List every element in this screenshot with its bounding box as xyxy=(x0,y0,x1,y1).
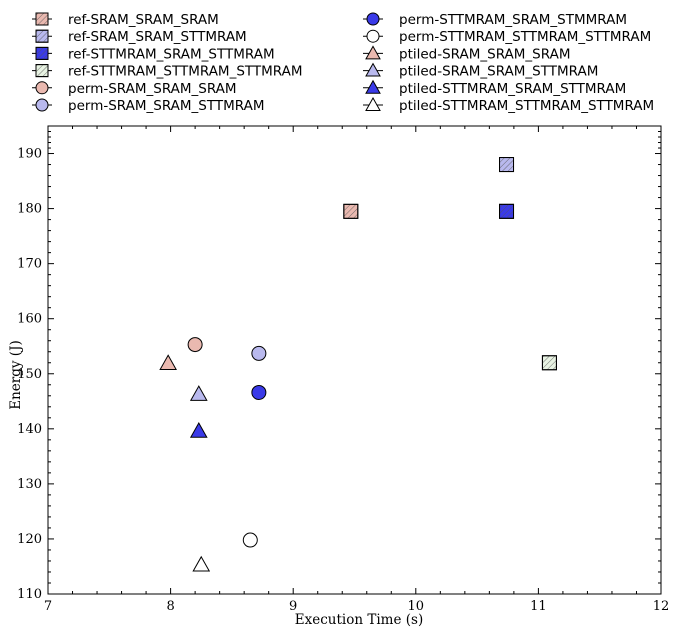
legend-entry: ptiled-STTMRAM_SRAM_STTMRAM xyxy=(363,79,626,97)
x-tick-label: 8 xyxy=(166,599,174,614)
legend-label: ref-STTMRAM_STTMRAM_STTMRAM xyxy=(68,64,303,80)
y-tick-label: 110 xyxy=(17,587,42,602)
legend-label: ptiled-STTMRAM_STTMRAM_STTMRAM xyxy=(399,98,654,114)
legend-marker-hatch xyxy=(35,64,49,78)
data-point xyxy=(541,355,557,371)
legend-entry: perm-STTMRAM_STTMRAM_STTMRAM xyxy=(363,29,651,45)
y-axis-label: Energy (J) xyxy=(8,340,24,410)
x-axis-label: Execution Time (s) xyxy=(295,612,423,628)
legend-entry: ref-STTMRAM_SRAM_STTMRAM xyxy=(32,46,275,62)
y-tick-label: 160 xyxy=(17,312,42,327)
legend-label: perm-STTMRAM_STTMRAM_STTMRAM xyxy=(399,29,651,45)
data-point xyxy=(499,203,515,219)
legend-entry: perm-STTMRAM_SRAM_STMMRAM xyxy=(363,12,627,28)
y-tick-label: 180 xyxy=(17,202,42,217)
legend-label: perm-STTMRAM_SRAM_STMMRAM xyxy=(399,12,627,28)
legend-label: perm-SRAM_SRAM_SRAM xyxy=(68,81,237,97)
data-point-hatch xyxy=(541,355,557,371)
y-tick-label: 170 xyxy=(17,257,42,272)
legend-marker xyxy=(35,46,49,60)
legend-marker-hatch xyxy=(35,46,49,60)
legend-marker xyxy=(365,96,381,111)
legend-entry: ref-SRAM_SRAM_SRAM xyxy=(32,12,219,28)
legend-entry: ptiled-SRAM_SRAM_STTMRAM xyxy=(363,62,598,80)
data-point xyxy=(187,337,203,353)
x-tick-label: 7 xyxy=(44,599,52,614)
plot-frame xyxy=(47,125,662,595)
legend-marker xyxy=(35,12,49,26)
legend-label: ref-SRAM_SRAM_STTMRAM xyxy=(68,29,247,45)
legend-marker-fill xyxy=(35,81,49,95)
data-point xyxy=(343,203,359,219)
legend-marker-fill xyxy=(366,12,380,26)
data-point xyxy=(499,157,515,173)
data-point-fill xyxy=(251,384,267,400)
legend-label: ref-SRAM_SRAM_SRAM xyxy=(68,12,219,28)
data-point xyxy=(242,532,258,548)
data-point-fill xyxy=(242,532,258,548)
data-point xyxy=(251,345,267,361)
legend-marker xyxy=(366,29,380,43)
legend-marker xyxy=(365,79,381,94)
legend-entry: perm-SRAM_SRAM_STTMRAM xyxy=(32,98,264,114)
data-point xyxy=(189,385,208,401)
y-tick-label: 190 xyxy=(17,147,42,162)
plot-area: 7 8 9 10 11 12 110 120 130 140 150 160 170 180 190 xyxy=(17,125,670,614)
y-tick-label: 130 xyxy=(17,477,42,492)
y-tick-label: 150 xyxy=(17,367,42,382)
data-point-fill xyxy=(192,555,211,572)
legend-marker xyxy=(35,81,49,95)
legend-entry: ref-STTMRAM_STTMRAM_STTMRAM xyxy=(32,64,303,80)
data-point-fill xyxy=(189,422,208,438)
x-tick-label: 12 xyxy=(653,599,670,614)
legend-marker xyxy=(366,12,380,26)
data-point-fill xyxy=(251,345,267,361)
legend-label: ptiled-SRAM_SRAM_SRAM xyxy=(399,46,570,62)
legend-marker-fill xyxy=(35,98,49,112)
legend-marker xyxy=(35,64,49,78)
data-point-fill xyxy=(189,385,208,401)
data-point-fill xyxy=(159,354,178,371)
legend-entry: perm-SRAM_SRAM_SRAM xyxy=(32,81,237,97)
legend-entry: ref-SRAM_SRAM_STTMRAM xyxy=(32,29,247,45)
data-point xyxy=(251,384,267,400)
legend: ref-SRAM_SRAM_SRAMref-SRAM_SRAM_STTMRAMr… xyxy=(32,12,654,114)
x-tick-label: 10 xyxy=(408,599,425,614)
legend-marker-fill xyxy=(366,29,380,43)
legend-marker xyxy=(365,45,381,60)
data-point-hatch xyxy=(499,203,515,219)
legend-marker xyxy=(365,62,381,77)
legend-label: ptiled-STTMRAM_SRAM_STTMRAM xyxy=(399,81,626,97)
legend-marker-fill xyxy=(365,79,381,94)
legend-entry: ptiled-SRAM_SRAM_SRAM xyxy=(363,45,570,62)
x-tick-label: 11 xyxy=(530,599,547,614)
legend-entry: ptiled-STTMRAM_STTMRAM_STTMRAM xyxy=(363,96,654,114)
data-point xyxy=(159,354,178,371)
data-point xyxy=(189,422,208,438)
legend-marker-fill xyxy=(365,62,381,77)
data-point-fill xyxy=(187,337,203,353)
legend-label: ref-STTMRAM_SRAM_STTMRAM xyxy=(68,46,275,62)
y-tick-label: 140 xyxy=(17,422,42,437)
legend-marker-fill xyxy=(365,45,381,60)
legend-label: perm-SRAM_SRAM_STTMRAM xyxy=(68,98,264,114)
data-point-hatch xyxy=(499,157,515,173)
legend-marker xyxy=(35,98,49,112)
data-point-hatch xyxy=(343,203,359,219)
legend-marker-hatch xyxy=(35,29,49,43)
legend-marker-fill xyxy=(365,96,381,111)
legend-label: ptiled-SRAM_SRAM_STTMRAM xyxy=(399,64,598,80)
x-tick-label: 9 xyxy=(289,599,297,614)
data-point xyxy=(192,555,211,572)
legend-marker-hatch xyxy=(35,12,49,26)
y-tick-label: 120 xyxy=(17,532,42,547)
legend-marker xyxy=(35,29,49,43)
